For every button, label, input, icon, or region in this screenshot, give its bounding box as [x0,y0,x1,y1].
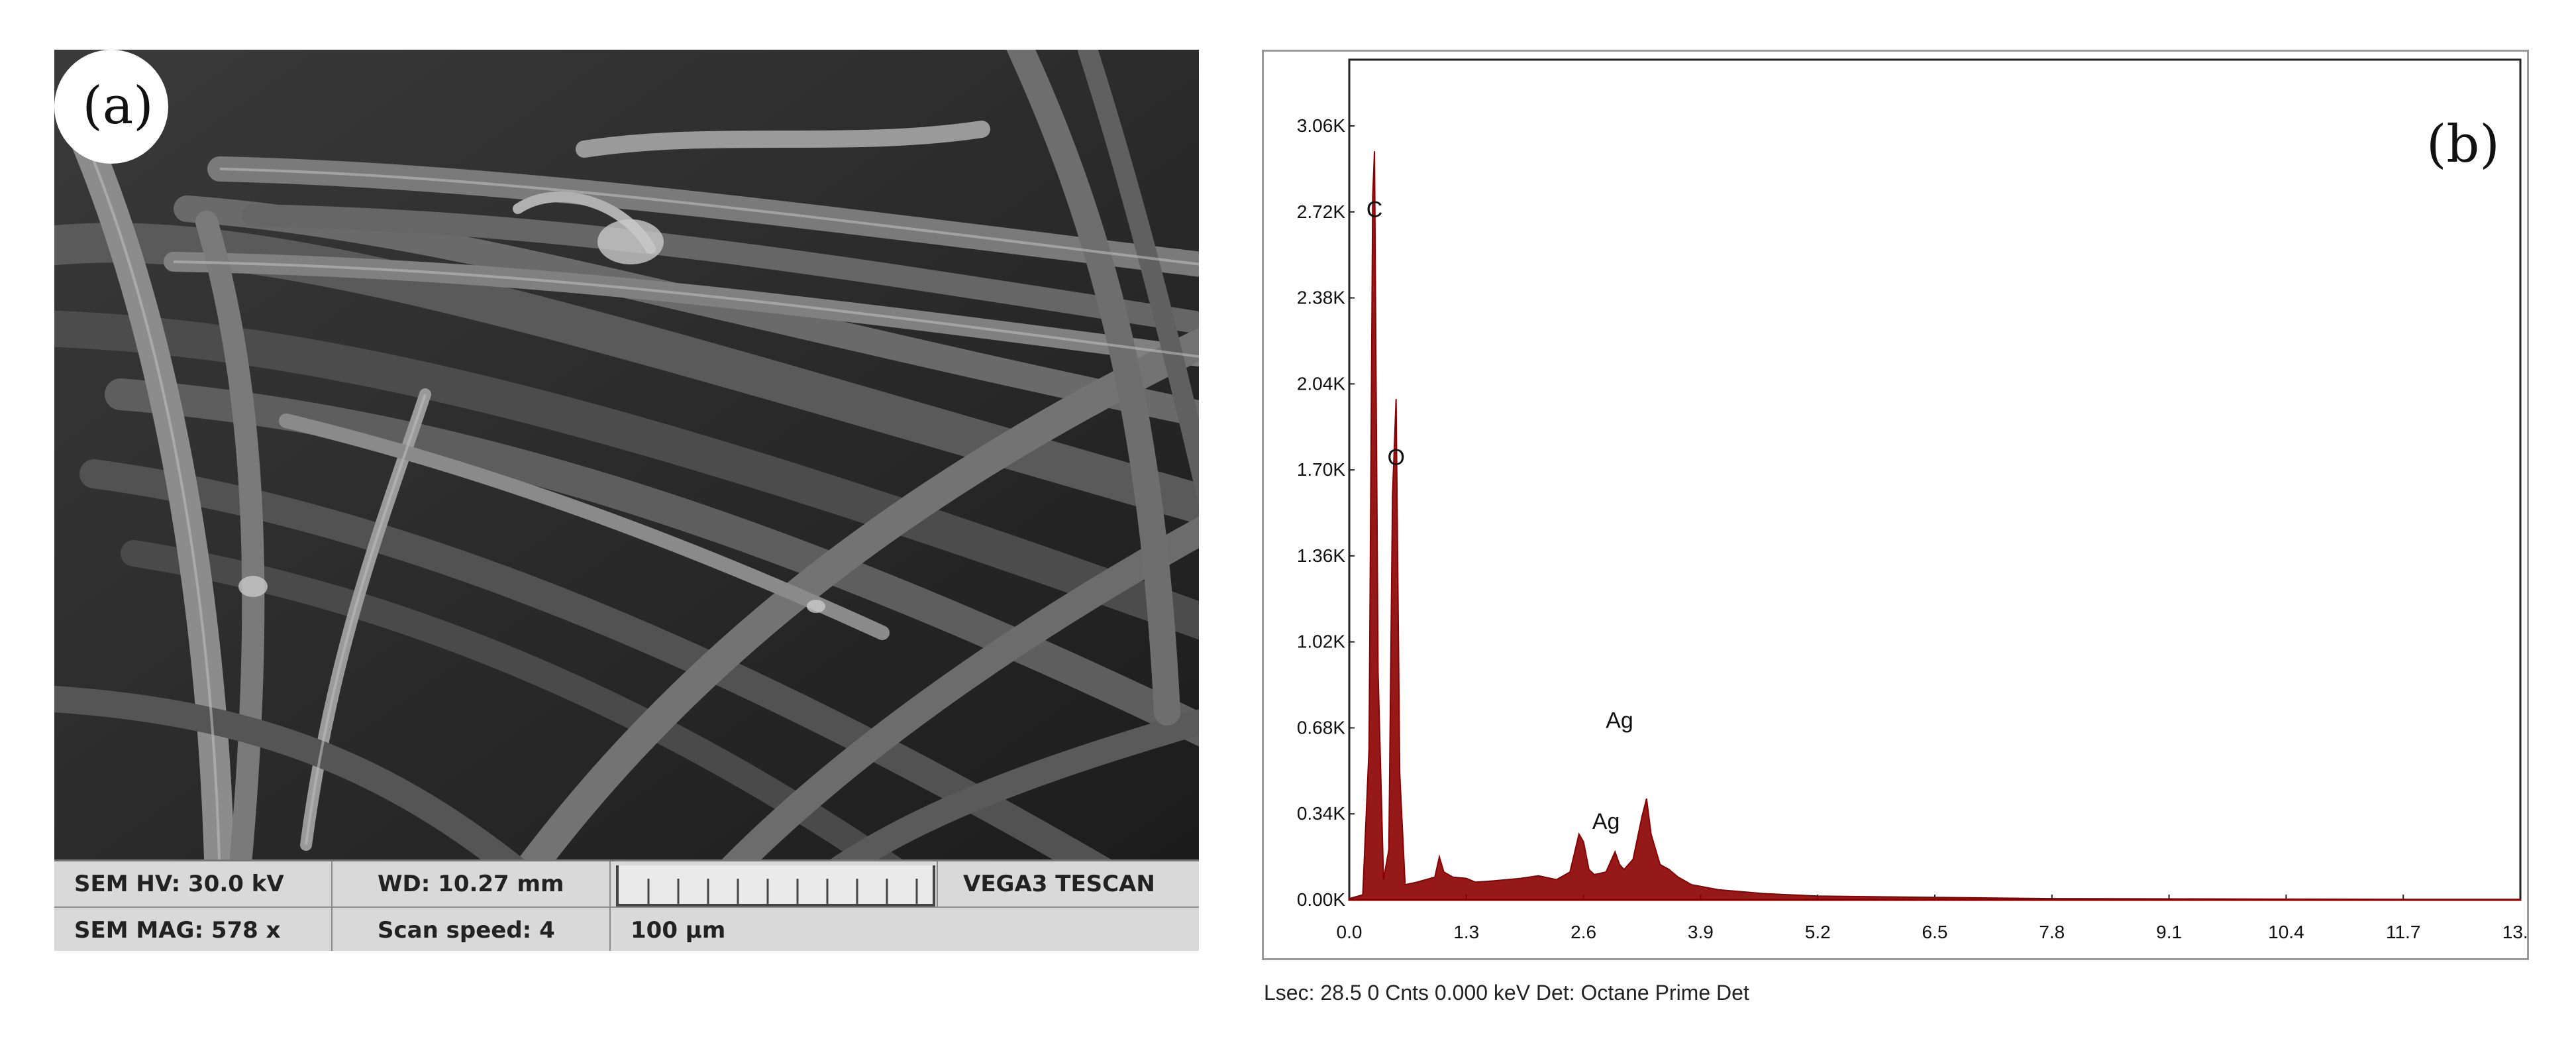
sem-scan-speed-label: Scan speed: 4 [378,917,555,944]
y-tick-label: 2.72K [1297,201,1345,222]
x-tick-label: 2.6 [1571,922,1596,942]
x-tick-label: 3.9 [1688,922,1714,942]
edx-spectrum-chart: 0.00K 0.34K 0.68K 1.02K 1.36K 1.70K 2.04K 2.38K… [1297,58,2527,942]
edx-spectrum-panel: 0.00K 0.34K 0.68K 1.02K 1.36K 1.70K 2.04K 2.38K… [1262,50,2529,960]
y-tick-label: 1.02K [1297,631,1345,652]
x-tick-label: 5.2 [1805,922,1831,942]
x-tick-label: 6.5 [1922,922,1948,942]
sem-fiber-image [54,50,1199,859]
peak-label-o: O [1387,445,1404,470]
y-tick-label: 1.36K [1297,545,1345,566]
x-tick-label: 1.3 [1453,922,1479,942]
sem-brand-label: VEGA3 TESCAN [963,871,1155,897]
y-tick-label: 3.06K [1297,115,1345,136]
scale-bar-ticks [647,879,918,904]
detector-footer: Lsec: 28.5 0 Cnts 0.000 keV Det: Octane … [1264,981,1749,1005]
x-tick-label: 10.4 [2268,922,2304,942]
spectrum-series-area [1349,151,2521,901]
y-tick-label: 1.70K [1297,459,1345,480]
panel-label-b: (b) [2426,115,2500,174]
scale-bar [616,865,935,906]
panel-label-badge [54,50,168,164]
sem-wd-label: WD: 10.27 mm [378,871,564,897]
sem-info-bar: SEM HV: 30.0 kV WD: 10.27 mm VEGA3 TESCA… [54,859,1199,951]
y-tick-label: 0.34K [1297,803,1345,824]
y-tick-label: 2.38K [1297,288,1345,308]
peak-label-ag: Ag [1592,809,1620,834]
sem-micrograph-panel: (a) SEM HV: 30.0 kV WD: 10.27 mm VEGA3 T… [54,50,1199,951]
y-tick-label: 0.68K [1297,717,1345,738]
x-tick-label: 13.0 [2502,922,2527,942]
x-tick-label: 7.8 [2039,922,2065,942]
sem-scale-bar-label: 100 μm [631,917,726,944]
sem-mag-label: SEM MAG: 578 x [74,917,281,944]
x-tick-label: 0.0 [1337,922,1363,942]
peak-label-c: C [1366,197,1383,222]
y-tick-label: 2.04K [1297,373,1345,394]
y-tick-label: 0.00K [1297,889,1345,910]
peak-label-ag: Ag [1606,708,1633,733]
plot-frame [1348,58,2522,901]
panel-label-a: (a) [82,76,154,136]
x-tick-label: 9.1 [2156,922,2182,942]
sem-hv-label: SEM HV: 30.0 kV [74,871,284,897]
x-tick-label: 11.7 [2386,922,2420,942]
